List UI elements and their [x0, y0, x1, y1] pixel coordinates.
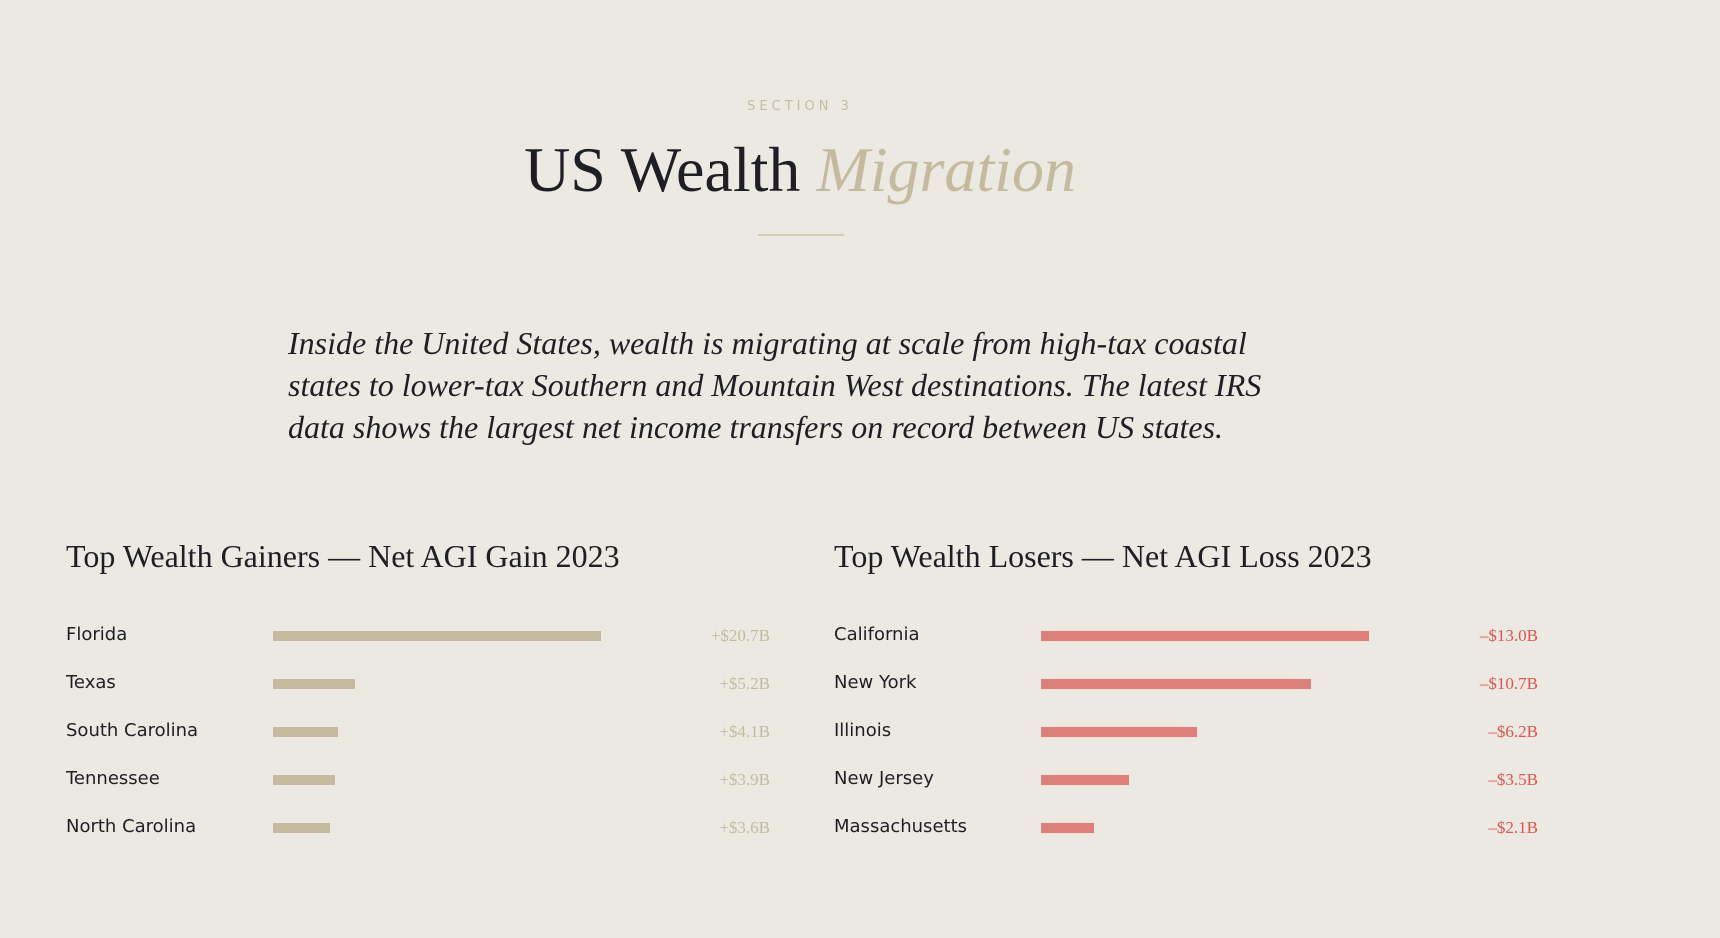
- bar-value-label: –$6.2B: [1488, 722, 1538, 741]
- bar: [273, 631, 601, 641]
- bar: [1041, 775, 1130, 785]
- bar-row: South Carolina +$4.1B: [66, 720, 770, 768]
- bar-row: Texas +$5.2B: [66, 672, 770, 720]
- bar: [273, 679, 356, 689]
- bar-value-label: –$10.7B: [1479, 674, 1538, 693]
- bar-category-label: New York: [834, 672, 917, 693]
- bar-category-label: Massachusetts: [834, 816, 968, 837]
- section-eyebrow: SECTION 3: [747, 99, 853, 114]
- bar-category-label: Texas: [66, 672, 116, 693]
- bar-category-label: New Jersey: [834, 768, 934, 789]
- bar: [1041, 727, 1198, 737]
- bar: [1041, 823, 1094, 833]
- losers-chart-title: Top Wealth Losers — Net AGI Loss 2023: [834, 538, 1372, 574]
- losers-chart: Top Wealth Losers — Net AGI Loss 2023 Ca…: [834, 536, 1544, 837]
- bar-row: New Jersey –$3.5B: [834, 768, 1538, 816]
- bar-category-label: South Carolina: [66, 720, 199, 741]
- bar-row: Massachusetts –$2.1B: [834, 816, 1538, 864]
- bar: [273, 727, 338, 737]
- bar: [1041, 679, 1311, 689]
- bar-category-label: North Carolina: [66, 816, 197, 837]
- bar-value-label: +$5.2B: [719, 674, 770, 693]
- bar-row: Tennessee +$3.9B: [66, 768, 770, 816]
- bar-row: Illinois –$6.2B: [834, 720, 1538, 768]
- bar-value-label: +$4.1B: [719, 722, 770, 741]
- bar-value-label: +$3.9B: [719, 770, 770, 789]
- bar-row: New York –$10.7B: [834, 672, 1538, 720]
- title-divider: [758, 234, 844, 236]
- bar-value-label: –$2.1B: [1488, 818, 1538, 837]
- intro-paragraph: Inside the United States, wealth is migr…: [288, 325, 1262, 445]
- bar-row: Florida +$20.7B: [66, 624, 770, 672]
- gainers-chart: Top Wealth Gainers — Net AGI Gain 2023 F…: [66, 536, 776, 837]
- bar-category-label: Tennessee: [66, 768, 160, 789]
- title-main: US Wealth: [524, 134, 801, 205]
- bar: [273, 775, 335, 785]
- bar-value-label: –$13.0B: [1479, 626, 1538, 645]
- bar-category-label: California: [834, 624, 920, 645]
- bar-category-label: Illinois: [834, 720, 892, 741]
- bar-category-label: Florida: [66, 624, 128, 645]
- page-title: US Wealth Migration: [0, 132, 1600, 208]
- bar: [273, 823, 331, 833]
- bar-value-label: +$3.6B: [719, 818, 770, 837]
- bar-value-label: +$20.7B: [710, 626, 770, 645]
- bar-row: North Carolina +$3.6B: [66, 816, 770, 864]
- title-accent: Migration: [816, 134, 1076, 205]
- bar-row: California –$13.0B: [834, 624, 1538, 672]
- gainers-chart-title: Top Wealth Gainers — Net AGI Gain 2023: [66, 538, 620, 574]
- bar-value-label: –$3.5B: [1488, 770, 1538, 789]
- bar: [1041, 631, 1369, 641]
